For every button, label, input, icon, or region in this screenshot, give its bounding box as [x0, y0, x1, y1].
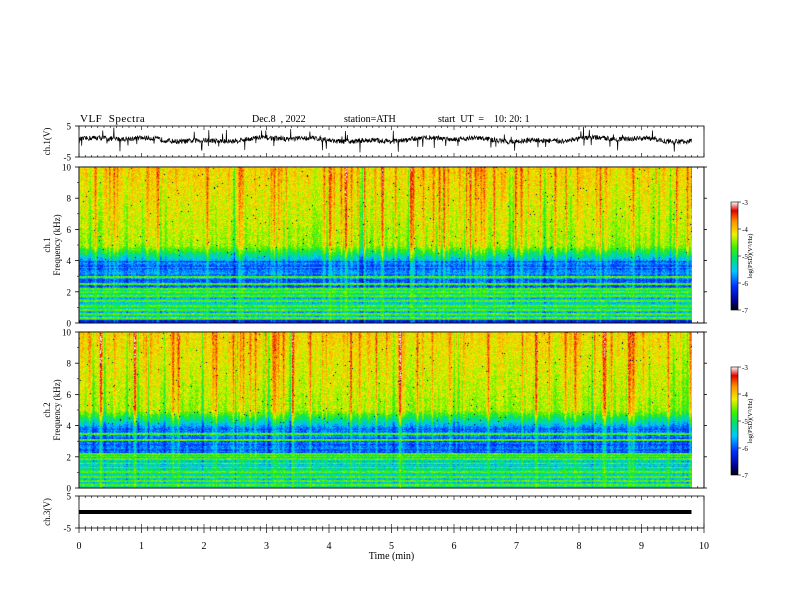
ch1-spectrogram-ytick-label: 4 — [67, 256, 72, 266]
x-tick-label: 7 — [514, 541, 519, 552]
ch2-spectrogram-colorbar-tick-label: -6 — [742, 445, 748, 453]
ch1-spectrogram-ytick-label: 10 — [62, 163, 72, 173]
ch1-spectrogram-colorbar-tick-label: -3 — [742, 199, 748, 207]
ch2-spectrogram-colorbar-tick-label: -5 — [742, 418, 748, 426]
ch2-spectrogram-ytick-label: 6 — [67, 390, 72, 400]
start-time-label: start UT = 10: 20: 1 — [438, 114, 530, 125]
x-tick-label: 0 — [77, 541, 82, 552]
ch2-spectrogram-ylabel: Frequency (kHz) — [52, 379, 62, 440]
ch1-waveform-line — [78, 126, 692, 153]
ch2-spectrogram-colorbar — [730, 366, 739, 476]
x-tick-label: 4 — [327, 541, 332, 552]
ch3-waveform-ytick-label: 5 — [67, 492, 72, 502]
date-label: Dec.8 , 2022 — [252, 114, 306, 125]
x-tick-label: 2 — [202, 541, 207, 552]
x-tick-label: 5 — [389, 541, 394, 552]
x-tick-label: 1 — [139, 541, 144, 552]
ch1-spectrogram-ylabel: ch.1 — [42, 237, 52, 252]
ch3-waveform-ytick-label: -5 — [64, 524, 72, 534]
ch1-spectrogram-ytick-label: 2 — [67, 287, 72, 297]
x-axis-label: Time (min) — [369, 551, 414, 562]
figure-title: VLF Spectra — [80, 113, 146, 125]
ch2-spectrogram-colorbar-label: log(PSD)(V²/Hz) — [747, 399, 754, 444]
ch1-spectrogram-frame-top — [78, 166, 705, 324]
ch1-spectrogram-colorbar-tick-label: -7 — [742, 307, 748, 315]
ch1-spectrogram-ytick-label: 0 — [67, 319, 72, 329]
ch1-spectrogram-ylabel: Frequency (kHz) — [52, 214, 62, 275]
ch2-spectrogram-frame-top — [78, 331, 705, 489]
ch1-spectrogram-colorbar-tick-label: -4 — [742, 226, 748, 234]
ch2-spectrogram-ytick-label: 0 — [67, 484, 72, 494]
ch2-spectrogram-ytick-label: 8 — [67, 359, 72, 369]
ch1-waveform-ytick-label: -5 — [64, 153, 72, 163]
ch2-spectrogram-ylabel: ch.2 — [42, 402, 52, 417]
station-label: station=ATH — [344, 114, 396, 125]
ch1-waveform-ytick-label: 5 — [67, 122, 72, 132]
ch2-spectrogram-ytick-label: 10 — [62, 328, 72, 338]
x-tick-label: 6 — [452, 541, 457, 552]
ch2-spectrogram-raster — [79, 332, 692, 488]
x-tick-label: 10 — [699, 541, 709, 552]
ch2-spectrogram-ytick-label: 4 — [67, 421, 72, 431]
ch2-spectrogram-colorbar-tick-label: -3 — [742, 364, 748, 372]
ch1-waveform-ylabel: ch.1(V) — [42, 128, 52, 156]
x-tick-label: 3 — [264, 541, 269, 552]
ch1-spectrogram-ytick-label: 8 — [67, 194, 72, 204]
ch1-spectrogram-colorbar — [730, 201, 739, 311]
ch2-spectrogram-colorbar-tick-label: -7 — [742, 472, 748, 480]
x-tick-label: 9 — [639, 541, 644, 552]
ch2-spectrogram-ytick-label: 2 — [67, 452, 72, 462]
ch1-spectrogram-colorbar-label: log(PSD)(V²/Hz) — [747, 234, 754, 279]
x-tick-label: 8 — [577, 541, 582, 552]
ch1-spectrogram-raster — [79, 167, 692, 323]
ch1-spectrogram-colorbar-tick-label: -5 — [742, 253, 748, 261]
ch3-waveform-ylabel: ch.3(V) — [42, 498, 52, 526]
ch2-spectrogram-colorbar-tick-label: -4 — [742, 391, 748, 399]
ch1-spectrogram-colorbar-tick-label: -6 — [742, 280, 748, 288]
ch1-spectrogram-ytick-label: 6 — [67, 225, 72, 235]
